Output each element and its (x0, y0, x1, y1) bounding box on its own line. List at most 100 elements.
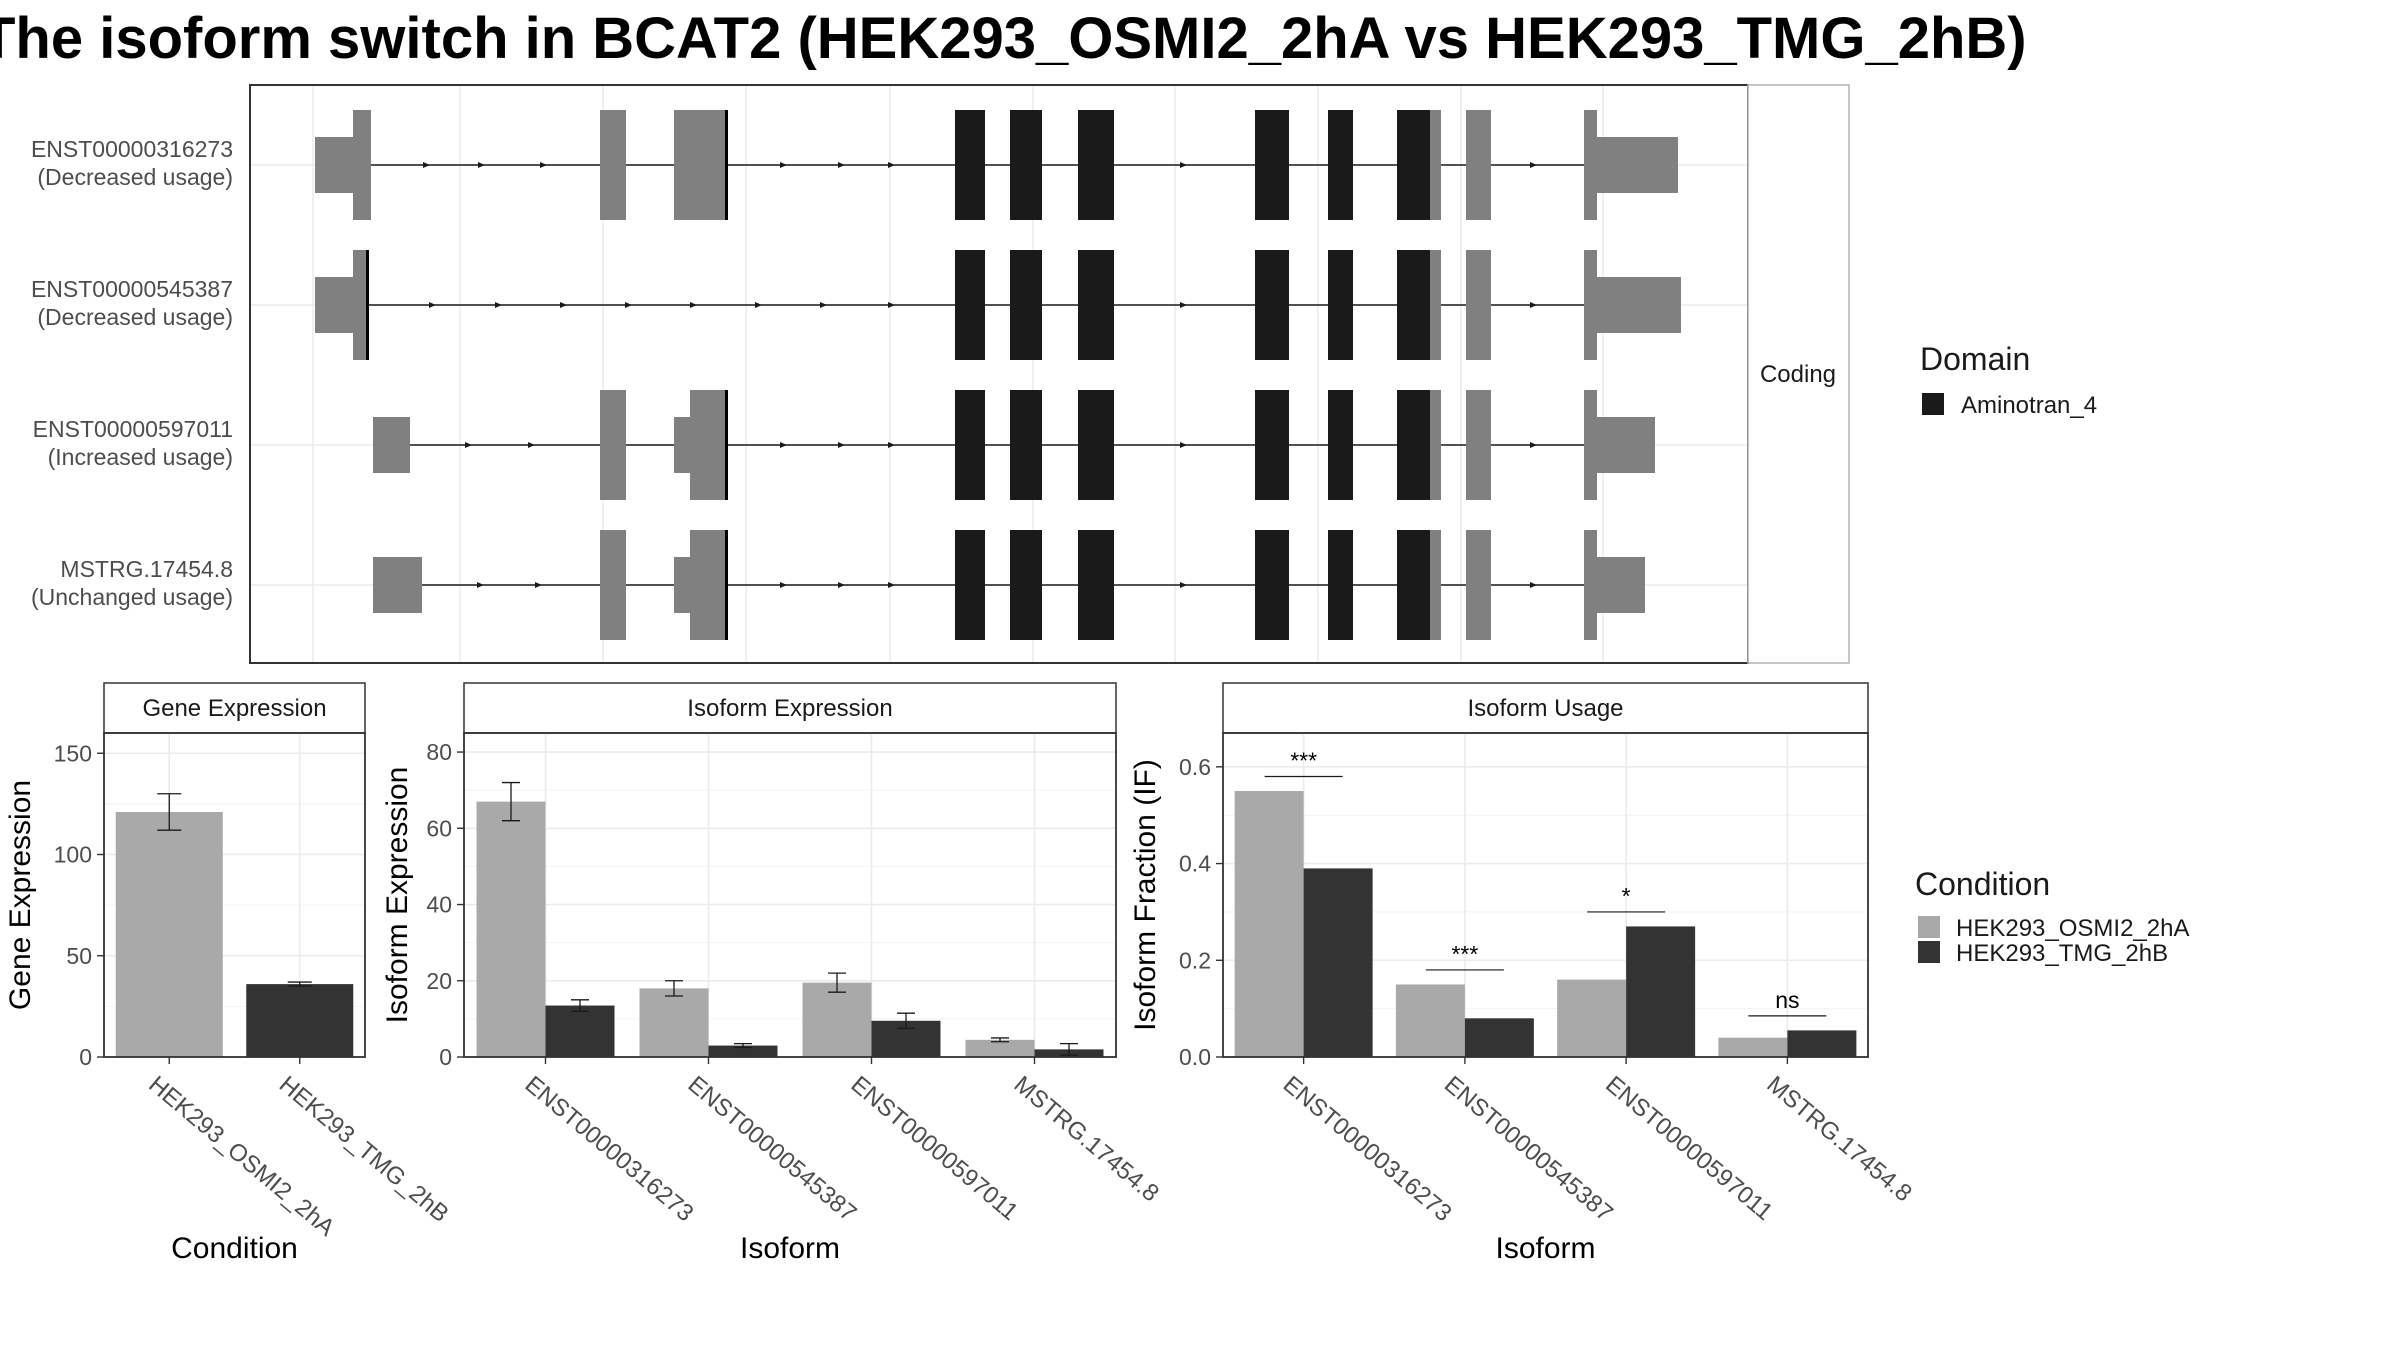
transcript-status-label: (Decreased usage) (37, 304, 233, 330)
coding-exon-domain (1078, 110, 1114, 220)
cds-boundary (725, 110, 728, 220)
coding-exon-domain (955, 390, 985, 500)
significance-label: *** (1451, 941, 1478, 967)
coding-exon-domain (955, 250, 985, 360)
coding-exon-domain (1078, 250, 1114, 360)
utr-exon (600, 390, 626, 500)
x-tick-label: MSTRG.17454.8 (1009, 1071, 1164, 1207)
bar (1234, 791, 1304, 1057)
bar (1626, 926, 1696, 1057)
strand-arrow (838, 442, 845, 448)
y-tick-label: 100 (54, 842, 92, 868)
bar (965, 1039, 1035, 1057)
y-tick-label: 50 (66, 943, 92, 969)
transcript-track (315, 110, 1678, 220)
domain-legend: Domain Aminotran_4 (1920, 341, 2097, 419)
strand-arrow (888, 442, 895, 448)
strand-arrow (477, 582, 484, 588)
facet-strip-title: Isoform Expression (687, 695, 892, 722)
bar (1395, 984, 1465, 1057)
coding-exon-domain (1010, 390, 1042, 500)
y-tick-label: 0.2 (1179, 947, 1211, 973)
x-tick-label: ENST00000545387 (1439, 1071, 1618, 1227)
utr-exon (353, 110, 371, 220)
strand-arrow (1180, 302, 1187, 308)
bar (1464, 1018, 1534, 1057)
strand-arrow (1530, 442, 1537, 448)
coding-exon-domain (1255, 390, 1289, 500)
strand-arrow (560, 302, 567, 308)
utr-exon (1430, 390, 1441, 500)
utr-exon (373, 417, 410, 473)
significance-label: ns (1775, 987, 1799, 1013)
x-tick-label: ENST00000316273 (1278, 1071, 1457, 1227)
coding-exon-domain (1397, 250, 1430, 360)
isoform-usage-panel: Isoform Usage *** ENST00000316273 *** ENST00… (1129, 682, 1917, 1265)
bar (708, 1045, 778, 1057)
strand-arrow (423, 162, 430, 168)
strand-arrow (780, 582, 787, 588)
utr-exon (674, 110, 728, 220)
utr-exon (1466, 110, 1491, 220)
coding-exon-domain (1010, 250, 1042, 360)
domain-legend-key (1922, 393, 1944, 415)
panel-border (103, 732, 366, 1058)
x-tick-label: ENST00000316273 (520, 1071, 699, 1227)
utr-exon (674, 557, 690, 613)
significance-label: *** (1290, 748, 1317, 774)
facet-strip (103, 682, 366, 734)
strand-arrow (1180, 442, 1187, 448)
coding-exon-domain (1010, 110, 1042, 220)
coding-exon-domain (1328, 390, 1353, 500)
bar (1303, 868, 1373, 1057)
x-tick-label: MSTRG.17454.8 (1762, 1071, 1917, 1207)
transcript-track (373, 390, 1655, 500)
y-tick-label: 0.0 (1179, 1044, 1211, 1070)
y-axis-title: Isoform Expression (381, 767, 414, 1024)
coding-exon-domain (955, 530, 985, 640)
x-tick-label: ENST00000597011 (1600, 1071, 1778, 1226)
coding-exon-domain (955, 110, 985, 220)
strand-arrow (820, 302, 827, 308)
transcript-status-label: (Increased usage) (48, 444, 233, 470)
utr-exon (315, 277, 353, 333)
bar (545, 1005, 615, 1057)
bar (476, 801, 546, 1057)
facet-strip (1222, 682, 1869, 734)
transcript-label: ENST00000316273 (31, 136, 233, 162)
strand-arrow (888, 302, 895, 308)
bar (115, 811, 223, 1057)
y-tick-label: 0 (79, 1044, 92, 1070)
coding-strip (1747, 84, 1850, 664)
transcript-track (315, 250, 1681, 360)
y-tick-label: 150 (54, 740, 92, 766)
strand-arrow (780, 162, 787, 168)
x-tick-label: ENST00000545387 (683, 1071, 862, 1227)
utr-exon (315, 137, 353, 193)
strand-arrow (888, 162, 895, 168)
facet-strip-title: Isoform Usage (1467, 695, 1623, 722)
utr-exon (690, 530, 728, 640)
strand-arrow (535, 582, 542, 588)
utr-exon (674, 417, 690, 473)
utr-exon (1584, 530, 1597, 640)
gene-model-panel-border (249, 84, 1749, 664)
utr-exon (1597, 417, 1655, 473)
coding-exon-domain (1010, 530, 1042, 640)
coding-exon-domain (1255, 530, 1289, 640)
strand-arrow (755, 302, 762, 308)
y-tick-label: 0 (439, 1044, 452, 1070)
coding-exon-domain (1255, 110, 1289, 220)
transcript-status-label: (Unchanged usage) (31, 584, 233, 610)
strand-arrow (540, 162, 547, 168)
strand-arrow (478, 162, 485, 168)
coding-exon-domain (1255, 250, 1289, 360)
utr-exon (1466, 530, 1491, 640)
condition-legend-key-a (1918, 916, 1940, 938)
panel-border (1222, 732, 1869, 1058)
y-tick-label: 40 (426, 892, 452, 918)
utr-exon (1466, 390, 1491, 500)
utr-exon (1584, 250, 1597, 360)
strand-arrow (1530, 302, 1537, 308)
